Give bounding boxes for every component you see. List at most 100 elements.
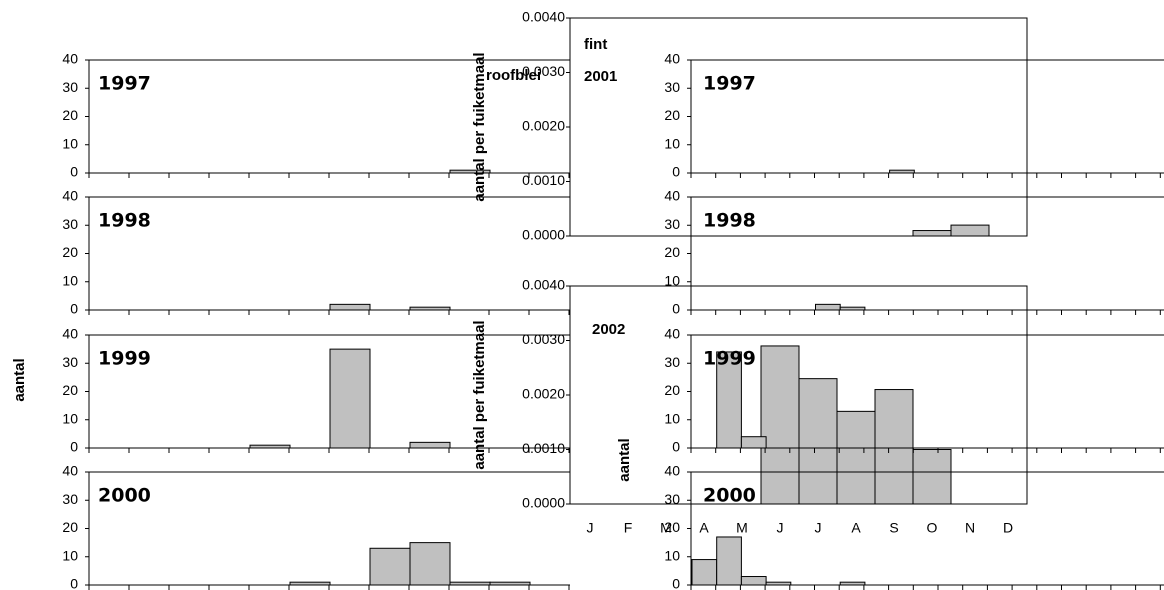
y-tick-label: 40 — [664, 463, 680, 479]
y-axis-label: aantal — [11, 358, 28, 401]
y-tick-label: 20 — [664, 519, 680, 535]
x-tick-label: N — [965, 520, 975, 536]
bar — [839, 581, 866, 586]
bar — [889, 169, 915, 174]
bar — [874, 389, 914, 505]
y-tick-label: 0.0000 — [522, 227, 565, 243]
y-tick-label: 0.0030 — [522, 63, 565, 79]
bar — [740, 436, 767, 449]
y-tick-label: 10 — [664, 410, 680, 426]
y-tick-label: 0 — [672, 301, 680, 317]
y-axis-label: aantal per fuiketmaal — [471, 52, 488, 201]
y-tick-label: 10 — [62, 272, 78, 288]
bar — [449, 581, 491, 586]
y-tick-label: 40 — [62, 51, 78, 67]
chart-title: 1997 — [98, 73, 151, 95]
chart-title: 2000 — [98, 485, 151, 507]
bar — [249, 444, 291, 449]
chart-title: 1997 — [703, 73, 756, 95]
y-tick-label: 0.0040 — [522, 9, 565, 25]
bar — [409, 542, 451, 586]
bar — [691, 559, 718, 586]
y-tick-label: 20 — [664, 244, 680, 260]
x-tick-label: J — [587, 520, 594, 536]
bar — [716, 536, 742, 586]
x-tick-label: O — [927, 520, 938, 536]
bar — [912, 449, 952, 505]
y-tick-label: 10 — [62, 547, 78, 563]
chart-title: 2000 — [703, 485, 756, 507]
y-tick-label: 40 — [664, 188, 680, 204]
y-tick-label: 0.0000 — [522, 495, 565, 511]
y-tick-label: 30 — [664, 491, 680, 507]
bar — [798, 378, 838, 505]
y-tick-label: 0 — [70, 439, 78, 455]
bar — [409, 306, 451, 311]
y-tick-label: 20 — [664, 107, 680, 123]
bar — [369, 547, 411, 586]
y-tick-label: 0.0020 — [522, 118, 565, 134]
y-tick-label: 30 — [664, 354, 680, 370]
y-tick-label: 0.0020 — [522, 386, 565, 402]
x-tick-label: J — [815, 520, 822, 536]
x-tick-label: M — [736, 520, 748, 536]
bar — [839, 306, 866, 311]
y-tick-label: 0 — [672, 164, 680, 180]
x-tick-label: A — [699, 520, 709, 536]
y-tick-label: 40 — [62, 188, 78, 204]
bar — [760, 345, 800, 505]
chart-title: 2001 — [584, 68, 617, 85]
bar — [765, 581, 792, 586]
bar — [329, 303, 371, 311]
chart-title: 1999 — [703, 348, 756, 370]
y-tick-label: 40 — [664, 326, 680, 342]
y-axis-label: aantal per fuiketmaal — [471, 320, 488, 469]
y-tick-label: 0 — [70, 576, 78, 590]
bar — [740, 576, 767, 586]
y-tick-label: 10 — [62, 410, 78, 426]
bar — [489, 581, 531, 586]
y-tick-label: 30 — [664, 216, 680, 232]
y-tick-label: 0.0010 — [522, 172, 565, 188]
y-tick-label: 20 — [62, 382, 78, 398]
plot-area — [569, 17, 1028, 237]
bar — [815, 303, 841, 311]
bar — [329, 348, 371, 449]
x-tick-label: F — [624, 520, 633, 536]
y-tick-label: 10 — [664, 272, 680, 288]
y-tick-label: 40 — [664, 51, 680, 67]
y-tick-label: 0.0030 — [522, 331, 565, 347]
bar — [409, 441, 451, 449]
y-tick-label: 30 — [62, 354, 78, 370]
annotation: roofblei — [486, 67, 541, 84]
bar — [716, 351, 742, 449]
y-tick-label: 20 — [62, 244, 78, 260]
y-tick-label: 30 — [62, 216, 78, 232]
chart-title: 1998 — [98, 210, 151, 232]
bar — [912, 230, 952, 237]
x-tick-label: A — [851, 520, 861, 536]
bar — [950, 224, 990, 237]
y-tick-label: 30 — [664, 79, 680, 95]
y-tick-label: 10 — [664, 547, 680, 563]
chart-title: 1998 — [703, 210, 756, 232]
y-tick-label: 0.0010 — [522, 440, 565, 456]
y-tick-label: 30 — [62, 491, 78, 507]
y-tick-label: 0 — [70, 164, 78, 180]
y-tick-label: 20 — [62, 107, 78, 123]
y-tick-label: 20 — [62, 519, 78, 535]
x-tick-label: J — [777, 520, 784, 536]
y-tick-label: 20 — [664, 382, 680, 398]
bar — [449, 169, 491, 174]
bar — [289, 581, 331, 586]
y-tick-label: 10 — [664, 135, 680, 151]
x-tick-label: M — [660, 520, 672, 536]
y-tick-label: 0 — [70, 301, 78, 317]
y-tick-label: 40 — [62, 326, 78, 342]
chart-subtitle: fint — [584, 36, 607, 53]
y-axis-label: aantal — [616, 438, 633, 481]
y-tick-label: 0 — [672, 576, 680, 590]
x-tick-label: D — [1003, 520, 1013, 536]
chart-title: 1999 — [98, 348, 151, 370]
